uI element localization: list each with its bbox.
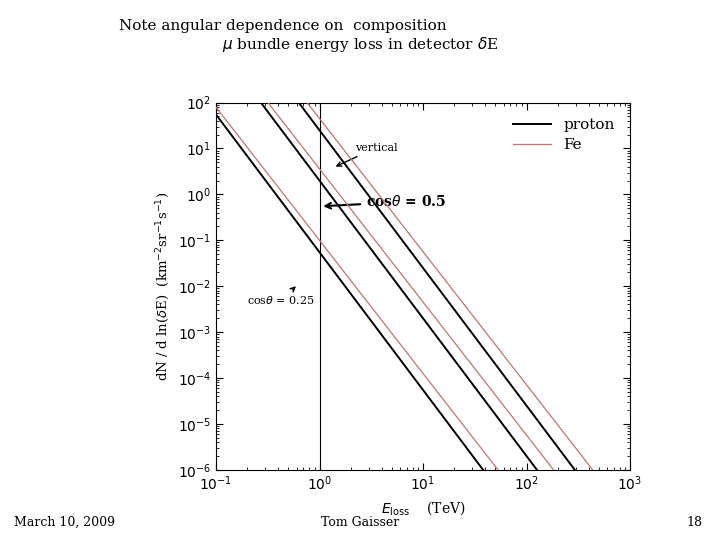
Text: 18: 18 bbox=[686, 516, 702, 529]
Y-axis label: dN / d ln($\delta$E)  (km$^{-2}$sr$^{-1}$s$^{-1}$): dN / d ln($\delta$E) (km$^{-2}$sr$^{-1}$… bbox=[154, 192, 172, 381]
Text: $\mu$ bundle energy loss in detector $\delta$E: $\mu$ bundle energy loss in detector $\d… bbox=[222, 35, 498, 54]
Text: cos$\theta$ = 0.25: cos$\theta$ = 0.25 bbox=[247, 287, 315, 307]
Legend: proton, Fe: proton, Fe bbox=[505, 110, 622, 160]
Text: March 10, 2009: March 10, 2009 bbox=[14, 516, 115, 529]
X-axis label: $E_{\rm loss}$    (TeV): $E_{\rm loss}$ (TeV) bbox=[381, 499, 465, 517]
Text: Note angular dependence on  composition: Note angular dependence on composition bbox=[119, 19, 446, 33]
Text: vertical: vertical bbox=[337, 143, 397, 166]
Text: Tom Gaisser: Tom Gaisser bbox=[321, 516, 399, 529]
Text: cos$\theta$ = 0.5: cos$\theta$ = 0.5 bbox=[325, 194, 446, 210]
